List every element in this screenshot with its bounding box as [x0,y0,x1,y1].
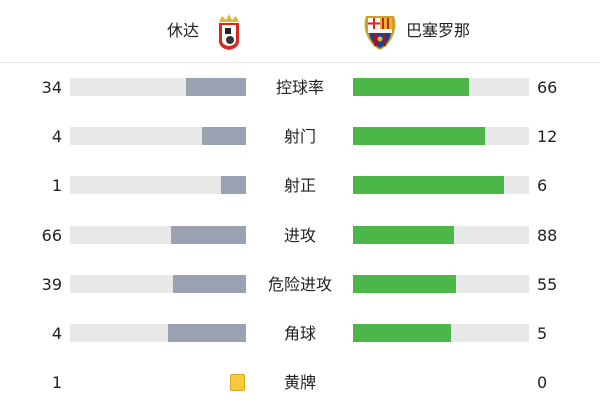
stat-row: 1 射正 6 [0,176,600,196]
stat-row: 66 进攻 88 [0,226,600,246]
yellow-card-icon [230,374,245,391]
away-value: 66 [537,78,558,97]
home-bar-fill [220,176,246,194]
stat-row: 4 射门 12 [0,127,600,147]
away-value: 12 [537,127,558,146]
away-value: 5 [537,324,548,343]
away-team-name: 巴塞罗那 [406,21,471,40]
stat-label: 射正 [283,176,316,195]
stat-label: 控球率 [275,78,324,97]
away-bar-track [353,78,529,96]
away-bar-track [353,127,529,145]
home-value: 4 [51,324,62,343]
home-bar-fill [202,127,246,145]
away-bar-fill [353,324,451,342]
stat-label: 进攻 [283,226,316,245]
away-bar-fill [353,275,456,293]
away-value: 6 [537,176,548,195]
stat-label: 黄牌 [283,373,316,392]
home-team-name: 休达 [167,21,200,40]
home-bar-track [70,324,246,342]
fcb-crest-icon [364,16,396,50]
away-value: 88 [537,226,558,245]
away-bar-fill [353,78,470,96]
away-value: 0 [537,373,548,392]
home-bar-fill [172,275,246,293]
match-header: 休达 巴塞罗那 [0,0,600,63]
home-bar-track [70,78,246,96]
home-bar-track [70,275,246,293]
stat-row-yellow-cards: 1 黄牌 0 [0,373,600,393]
home-value: 34 [41,78,62,97]
away-bar-track [353,324,529,342]
home-value: 1 [51,176,62,195]
ceuta-crest-icon [219,14,239,50]
stat-row: 34 控球率 66 [0,78,600,98]
home-value: 1 [51,373,62,392]
away-bar-track [353,176,529,194]
home-value: 66 [41,226,62,245]
home-bar-fill [167,324,246,342]
away-bar-track [353,226,529,244]
stat-row: 4 角球 5 [0,324,600,344]
home-value: 4 [51,127,62,146]
home-value: 39 [41,275,62,294]
stat-row: 39 危险进攻 55 [0,275,600,295]
away-bar-fill [353,127,485,145]
away-value: 55 [537,275,558,294]
away-bar-fill [353,176,504,194]
stat-label: 射门 [283,127,316,146]
stat-label: 危险进攻 [267,275,332,294]
away-bar-fill [353,226,454,244]
home-bar-fill [186,78,246,96]
home-bar-track [70,176,246,194]
home-bar-track [70,226,246,244]
home-bar-fill [170,226,246,244]
home-bar-track [70,127,246,145]
stat-label: 角球 [283,324,316,343]
away-bar-track [353,275,529,293]
